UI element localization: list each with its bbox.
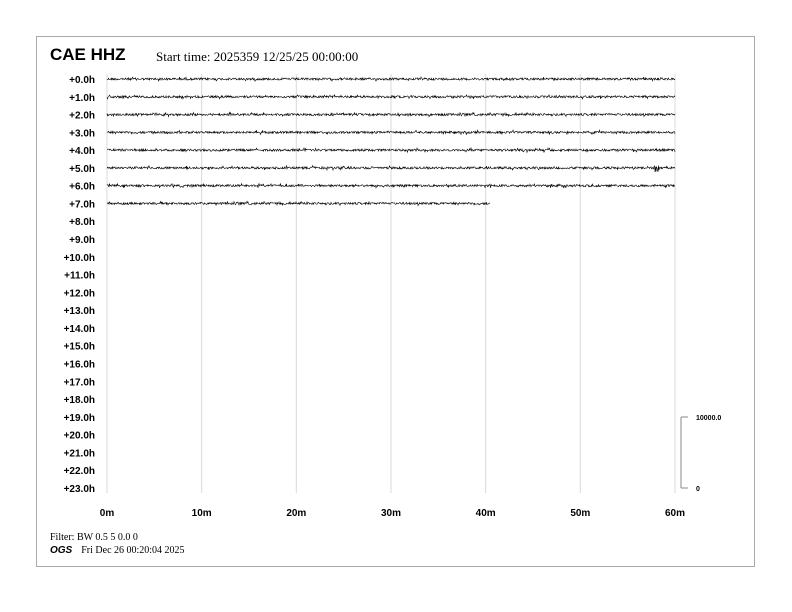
seismic-trace: [106, 93, 676, 101]
row-label: +19.0h: [64, 413, 95, 424]
x-tick-label: 20m: [286, 508, 306, 519]
seismic-trace: [106, 200, 491, 207]
scale-bottom-label: 0: [696, 486, 700, 493]
footer-info: OGS Fri Dec 26 00:20:04 2025: [50, 545, 185, 556]
row-label: +13.0h: [64, 306, 95, 317]
row-label: +9.0h: [69, 235, 95, 246]
row-label: +23.0h: [64, 484, 95, 495]
start-time: Start time: 2025359 12/25/25 00:00:00: [156, 49, 359, 64]
x-tick-label: 50m: [570, 508, 590, 519]
row-label: +16.0h: [64, 359, 95, 370]
x-tick-label: 40m: [476, 508, 496, 519]
seismic-trace: [106, 182, 676, 189]
row-label: +20.0h: [64, 431, 95, 442]
row-label: +8.0h: [69, 217, 95, 228]
x-tick-label: 0m: [100, 508, 115, 519]
row-label: +6.0h: [69, 182, 95, 193]
row-label: +7.0h: [69, 199, 95, 210]
x-tick-label: 30m: [381, 508, 401, 519]
seismic-trace: [106, 164, 676, 173]
row-label: +18.0h: [64, 395, 95, 406]
station-title: CAE HHZ: [50, 45, 126, 64]
row-label: +10.0h: [64, 253, 95, 264]
row-label: +21.0h: [64, 448, 95, 459]
row-label: +14.0h: [64, 324, 95, 335]
row-label: +11.0h: [64, 271, 95, 282]
row-label: +15.0h: [64, 342, 95, 353]
x-tick-label: 60m: [665, 508, 685, 519]
row-label: +3.0h: [69, 128, 95, 139]
row-label: +2.0h: [69, 111, 95, 122]
row-label: +12.0h: [64, 288, 95, 299]
row-label: +5.0h: [69, 164, 95, 175]
row-label: +4.0h: [69, 146, 95, 157]
scale-top-label: 10000.0: [696, 415, 721, 422]
plot-frame: [36, 36, 755, 567]
row-label: +0.0h: [69, 75, 95, 86]
row-label: +22.0h: [64, 466, 95, 477]
seismic-trace: [106, 146, 676, 154]
filter-label: Filter: BW 0.5 5 0.0 0: [50, 532, 138, 543]
generated-time: Fri Dec 26 00:20:04 2025: [81, 545, 185, 556]
row-label: +1.0h: [69, 93, 95, 104]
row-label: +17.0h: [64, 377, 95, 388]
x-tick-label: 10m: [192, 508, 212, 519]
seismic-trace: [106, 128, 676, 136]
seismic-trace: [106, 111, 676, 118]
agency-logo: OGS: [50, 545, 73, 556]
seismic-trace: [106, 76, 676, 83]
